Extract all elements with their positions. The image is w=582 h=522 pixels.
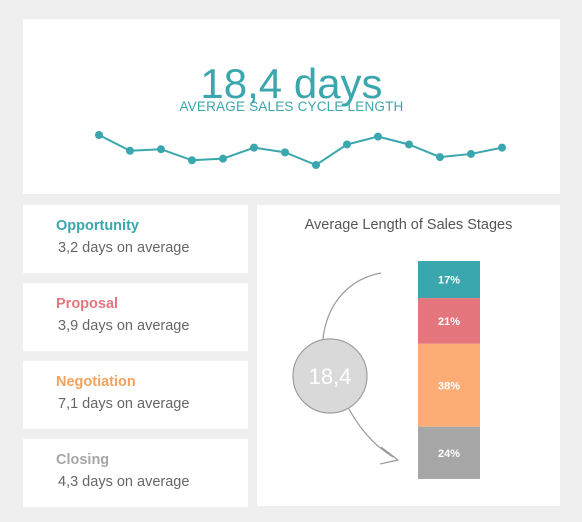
- bar-segment-label: 38%: [438, 380, 460, 392]
- stage-card-opportunity: Opportunity 3,2 days on average: [23, 205, 248, 273]
- sparkline-point: [312, 161, 320, 169]
- sparkline-point: [405, 140, 413, 149]
- sparkline-chart: [95, 131, 506, 169]
- bar-segment-label: 17%: [438, 275, 460, 287]
- headline-value: 18,4 days: [200, 60, 383, 107]
- stage-average: 3,9 days on average: [58, 318, 190, 334]
- stage-card-closing: Closing 4,3 days on average: [23, 439, 248, 507]
- stage-average: 3,2 days on average: [58, 240, 190, 256]
- sparkline-point: [95, 131, 103, 139]
- sparkline-point: [219, 154, 227, 163]
- sparkline-point: [498, 143, 506, 152]
- stage-average: 7,1 days on average: [58, 396, 190, 412]
- sparkline-point: [126, 146, 134, 155]
- stage-card-proposal: Proposal 3,9 days on average: [23, 283, 248, 351]
- sparkline-point: [343, 140, 351, 149]
- sparkline-point: [281, 148, 289, 157]
- chart-title: Average Length of Sales Stages: [304, 217, 513, 233]
- sparkline-point: [188, 156, 196, 165]
- sparkline-point: [374, 132, 382, 141]
- sparkline-point: [467, 149, 475, 158]
- bar-segment: [418, 426, 480, 479]
- stage-name: Closing: [56, 452, 110, 468]
- average-cycle-card: 18,4 days AVERAGE SALES CYCLE LENGTH: [23, 19, 560, 194]
- arrow-head: [379, 446, 399, 465]
- bar-group: 17% 21% 38% 24%: [418, 261, 480, 479]
- bar-segment: [418, 261, 480, 299]
- total-label: 18,4: [309, 364, 352, 389]
- sparkline-point: [250, 143, 258, 152]
- stage-name: Proposal: [56, 296, 119, 312]
- stage-average: 4,3 days on average: [58, 474, 190, 490]
- total-circle: [292, 338, 368, 414]
- bar-segment: [418, 298, 480, 344]
- bar-segment-label: 21%: [438, 316, 460, 328]
- stage-name: Negotiation: [56, 374, 136, 390]
- headline-label: AVERAGE SALES CYCLE LENGTH: [179, 99, 404, 114]
- bar-segment: [418, 343, 480, 427]
- sparkline-path: [98, 134, 503, 167]
- stacked-bar-chart: 17% 21% 38% 24% 18,4: [292, 261, 480, 479]
- sparkline-point: [157, 145, 165, 154]
- sparkline-point: [436, 153, 444, 162]
- bar-segment-label: 24%: [438, 448, 460, 460]
- stage-card-negotiation: Negotiation 7,1 days on average: [23, 361, 248, 429]
- stage-length-card: Average Length of Sales Stages 17% 21% 38%…: [257, 205, 560, 506]
- stage-name: Opportunity: [56, 218, 139, 234]
